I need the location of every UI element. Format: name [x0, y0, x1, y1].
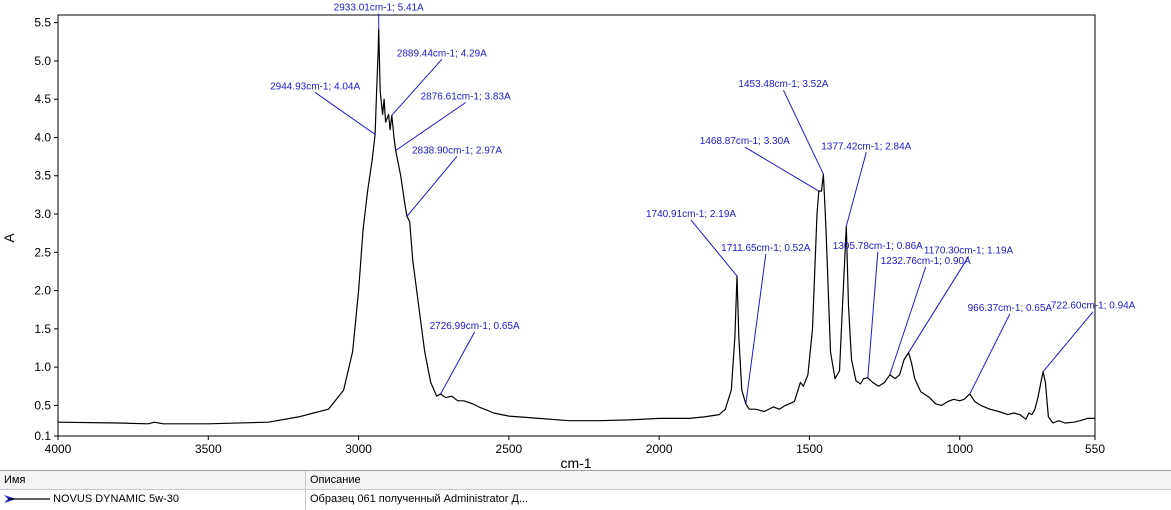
x-tick-label: 2000 — [646, 442, 673, 456]
annotation-leader — [395, 102, 466, 151]
annotation-leader — [744, 146, 820, 192]
annotation-leader — [969, 313, 1011, 395]
spectrum-chart: 0.1 0.5 1.0 1.5 2.0 2.5 3.0 3.5 4.0 4.5 5.0 5.5 400… — [1, 3, 1136, 470]
annotation-leader — [908, 256, 969, 353]
y-tick-label: 4.5 — [34, 92, 51, 106]
y-tick-label: 3.0 — [34, 207, 51, 221]
annotation-leader — [845, 152, 867, 227]
annotation-leader — [1042, 311, 1094, 373]
peak-annotation: 1305.78cm-1; 0.86A — [833, 241, 923, 252]
peak-annotation: 1377.42cm-1; 2.84A — [821, 141, 911, 152]
annotation-leader — [889, 266, 927, 375]
x-tick-label: 4000 — [45, 442, 72, 456]
annotation-leader — [406, 155, 458, 217]
x-tick-label: 3500 — [195, 442, 222, 456]
row-description-cell: Образец 061 полученный Administrator Д..… — [310, 493, 529, 505]
annotation-leader — [314, 92, 376, 135]
spectrum-list-table: Имя Описание NOVUS DYNAMIC 5w-30 Образец… — [0, 470, 1171, 510]
y-tick-label: 2.5 — [34, 245, 51, 259]
peak-annotation: 1232.76cm-1; 0.90A — [881, 256, 971, 267]
peak-annotation: 2944.93cm-1; 4.04A — [270, 81, 360, 92]
x-tick-label: 550 — [1085, 442, 1105, 456]
x-tick-label: 1000 — [946, 442, 973, 456]
peak-annotation: 1468.87cm-1; 3.30A — [700, 136, 790, 147]
row-name-cell: NOVUS DYNAMIC 5w-30 — [0, 490, 302, 509]
y-tick-label: 5.5 — [34, 16, 51, 30]
column-header-description[interactable]: Описание — [310, 474, 361, 486]
y-tick-label: 0.1 — [34, 429, 51, 443]
y-axis-label: A — [1, 233, 17, 243]
y-tick-label: 5.0 — [34, 54, 51, 68]
x-axis-label: cm-1 — [560, 455, 591, 470]
y-tick-label: 2.0 — [34, 284, 51, 298]
x-axis: 4000 3500 3000 2500 2000 1500 1000 550 — [45, 436, 1105, 456]
peak-annotation: 966.37cm-1; 0.65A — [968, 303, 1053, 314]
x-tick-label: 2500 — [496, 442, 523, 456]
annotation-layer: 2933.01cm-1; 5.41A 2944.93cm-1; 4.04A 2889… — [270, 3, 1136, 404]
peak-annotation: 2726.99cm-1; 0.65A — [430, 321, 520, 332]
peak-annotation: 1711.65cm-1; 0.52A — [721, 243, 811, 254]
peak-annotation: 2889.44cm-1; 4.29A — [397, 48, 487, 59]
x-tick-label: 1500 — [796, 442, 823, 456]
peak-annotation: 1740.91cm-1; 2.19A — [646, 209, 736, 220]
peak-annotation: 2876.61cm-1; 3.83A — [421, 91, 511, 102]
table-header: Имя Описание — [0, 471, 1171, 490]
column-divider[interactable] — [305, 471, 306, 510]
y-tick-label: 0.5 — [34, 398, 51, 412]
series-layer — [57, 28, 1095, 425]
annotation-leader — [745, 253, 767, 404]
series-name: NOVUS DYNAMIC 5w-30 — [53, 493, 179, 505]
annotation-leader — [440, 331, 476, 395]
peak-annotation: 2933.01cm-1; 5.41A — [334, 3, 424, 14]
peak-annotation: 2838.90cm-1; 2.97A — [412, 145, 502, 156]
annotation-leader — [690, 219, 738, 277]
annotation-leader — [782, 89, 824, 175]
column-header-name[interactable]: Имя — [4, 474, 26, 486]
peak-annotation: 722.60cm-1; 0.94A — [1051, 301, 1136, 312]
y-tick-label: 4.0 — [34, 130, 51, 144]
plot-area — [57, 14, 1096, 437]
spectrum-series-line — [57, 28, 1095, 425]
peak-annotation: 1170.30cm-1; 1.19A — [924, 246, 1014, 257]
peak-annotation: 1453.48cm-1; 3.52A — [738, 79, 828, 90]
y-axis: 0.1 0.5 1.0 1.5 2.0 2.5 3.0 3.5 4.0 4.5 5.0 5.5 — [34, 16, 58, 443]
x-tick-label: 3000 — [345, 442, 372, 456]
table-row[interactable]: NOVUS DYNAMIC 5w-30 Образец 061 полученн… — [0, 490, 1171, 509]
y-tick-label: 3.5 — [34, 169, 51, 183]
annotation-leader — [867, 251, 879, 378]
y-tick-label: 1.0 — [34, 360, 51, 374]
y-tick-label: 1.5 — [34, 322, 51, 336]
annotation-leader — [391, 58, 443, 116]
series-marker-icon — [4, 495, 50, 504]
